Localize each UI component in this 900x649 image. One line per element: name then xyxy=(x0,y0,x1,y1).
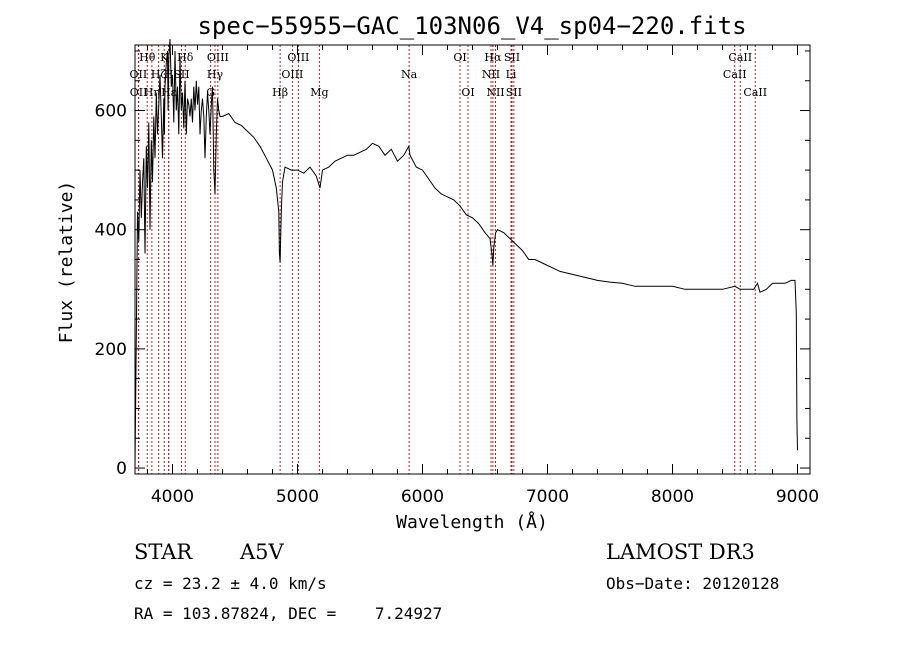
spectral-line-label: CaII xyxy=(723,68,747,81)
spectral-line-label: K xyxy=(160,51,169,64)
spectral-line-label: Hα xyxy=(484,51,502,64)
spectral-line-label: OIII xyxy=(207,51,229,64)
x-tick-label: 6000 xyxy=(401,487,444,507)
spectral-line-label: Hθ xyxy=(139,51,156,64)
x-axis-label: Wavelength (Å) xyxy=(396,511,548,533)
observation-date: Obs−Date: 20120128 xyxy=(606,574,780,593)
chart-title: spec−55955−GAC_103N06_V4_sp04−220.fits xyxy=(197,12,746,40)
x-tick-label: 9000 xyxy=(776,487,819,507)
spectral-line-label: Hε xyxy=(161,86,177,99)
spectral-line-label: Na xyxy=(401,68,418,81)
spectral-line-label: NII xyxy=(482,68,500,81)
spectral-line-label: H xyxy=(164,68,174,81)
spectral-line-label: OIII xyxy=(287,51,309,64)
spectral-line-label: SII xyxy=(506,86,522,99)
spectral-subclass: A5V xyxy=(240,540,284,564)
x-tick-label: 8000 xyxy=(651,487,694,507)
spectral-line-label: CaII xyxy=(743,86,767,99)
spectral-line-label: Hζ xyxy=(151,68,167,81)
spectral-line-label: Mg xyxy=(310,86,328,99)
x-tick-label: 4000 xyxy=(151,487,194,507)
y-tick-label: 600 xyxy=(95,102,127,122)
spectral-line-label: Hδ xyxy=(177,51,194,64)
y-tick-label: 0 xyxy=(116,459,127,479)
spectral-line-label: Hβ xyxy=(272,86,288,99)
object-class: STAR xyxy=(134,540,193,564)
spectral-line-label: OI xyxy=(453,51,466,64)
y-axis-label: Flux (relative) xyxy=(56,181,77,344)
survey-name: LAMOST DR3 xyxy=(606,540,755,564)
spectral-line-label: Hγ xyxy=(207,68,224,81)
x-tick-label: 5000 xyxy=(276,487,319,507)
spectral-line-label: Hη xyxy=(144,86,160,99)
coordinates: RA = 103.87824, DEC = 7.24927 xyxy=(134,604,443,623)
spectral-line-label: OII xyxy=(130,86,148,99)
redshift-velocity: cz = 23.2 ± 4.0 km/s xyxy=(134,574,327,593)
spectral-line-label: G xyxy=(206,86,215,99)
y-tick-label: 400 xyxy=(95,221,127,241)
spectral-line-label: OII xyxy=(130,68,148,81)
spectral-line-label: OIII xyxy=(281,68,303,81)
plot-frame xyxy=(134,44,811,475)
spectral-line-label: OI xyxy=(461,86,474,99)
spectral-line-label: SII xyxy=(173,68,189,81)
y-tick-label: 200 xyxy=(95,340,127,360)
spectral-line-label: Li xyxy=(506,68,517,81)
x-tick-label: 7000 xyxy=(526,487,569,507)
spectral-line-label: SII xyxy=(504,51,520,64)
spectrum-line xyxy=(134,38,798,469)
spectral-line-label: NII xyxy=(486,86,504,99)
spectral-line-label: CaII xyxy=(728,51,752,64)
